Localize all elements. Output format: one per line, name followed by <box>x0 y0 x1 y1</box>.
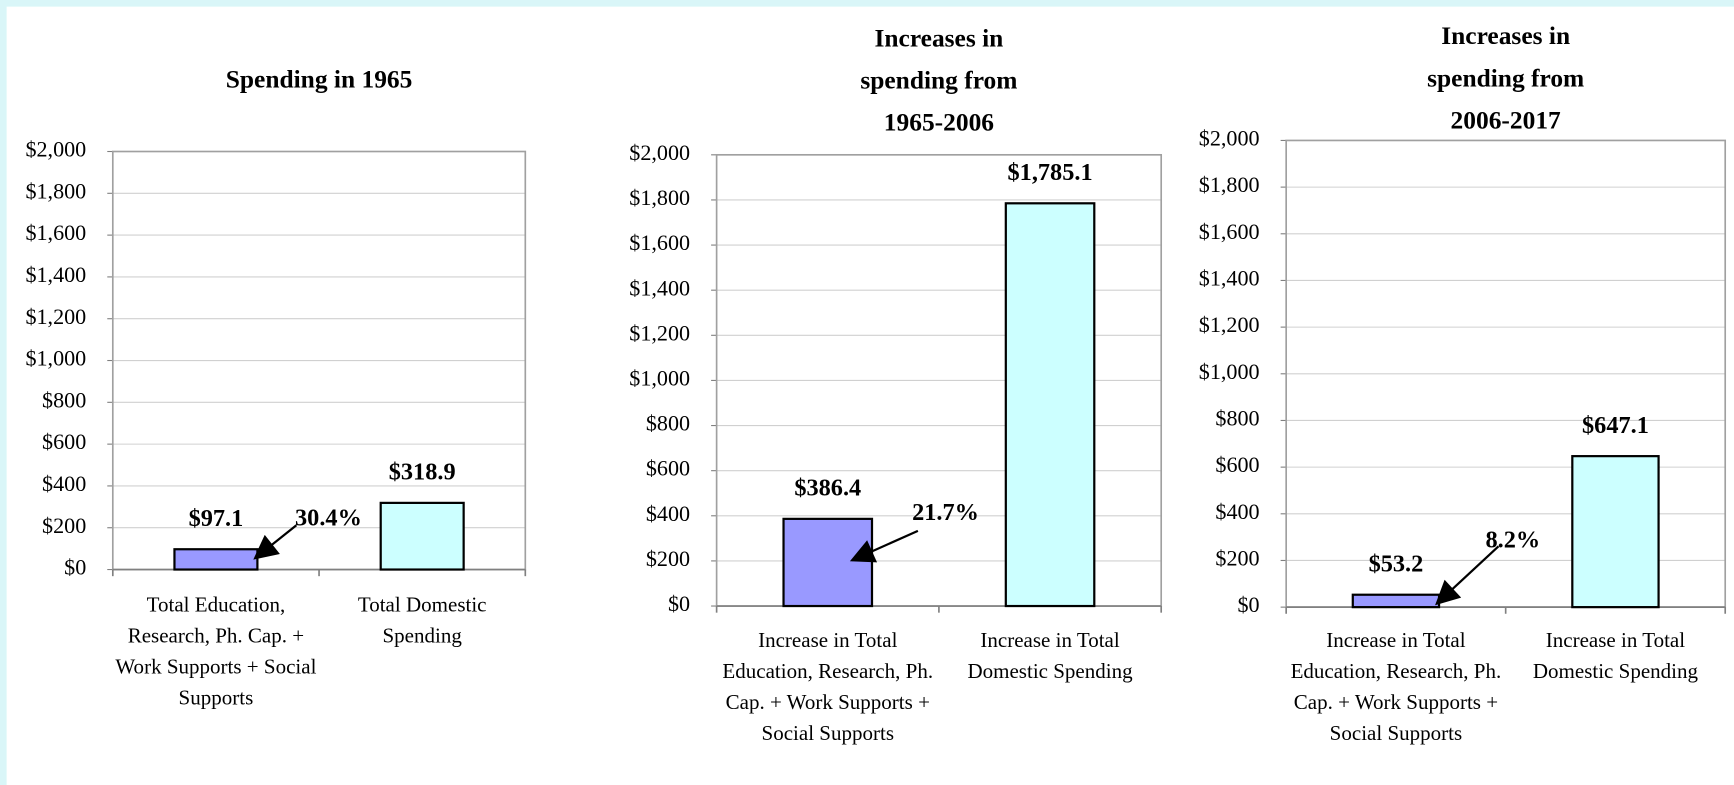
background <box>6 6 1734 785</box>
y-tick-label: $1,000 <box>25 346 86 371</box>
y-tick-label: $0 <box>64 555 86 580</box>
chart-title: Increases in spending from 2006-2017 <box>1427 22 1585 134</box>
x-tick-label: Increase in Total Education, Research, P… <box>722 629 934 746</box>
y-tick-label: $1,000 <box>1199 359 1260 384</box>
x-tick-label: Total Domestic Spending <box>357 593 487 649</box>
bar <box>782 517 874 608</box>
value-label: $53.2 <box>1369 551 1424 578</box>
y-tick-label: $1,800 <box>629 185 690 210</box>
y-tick-label: $0 <box>668 591 690 616</box>
x-tick-label: Increase in Total Domestic Spending <box>1532 629 1699 684</box>
bar <box>379 501 465 571</box>
y-tick-label: $800 <box>42 387 86 412</box>
value-label: $97.1 <box>189 505 244 532</box>
y-tick-label: $1,800 <box>1199 172 1260 197</box>
y-tick-label: $1,200 <box>629 320 690 345</box>
y-tick-label: $800 <box>1215 406 1259 431</box>
y-tick-label: $1,600 <box>25 220 86 245</box>
annotation-arrow <box>849 529 919 563</box>
chart-title: Increases in spending from 1965-2006 <box>860 24 1018 137</box>
y-tick-label: $1,000 <box>629 366 690 391</box>
annotation-arrow <box>1435 545 1500 606</box>
y-tick-label: $200 <box>1215 546 1259 571</box>
y-tick-label: $800 <box>646 411 690 436</box>
y-tick-label: $1,800 <box>25 178 86 203</box>
annotation: 21.7% <box>912 499 979 526</box>
y-tick-label: $2,000 <box>25 137 86 162</box>
value-label: $1,785.1 <box>1008 159 1093 186</box>
y-tick-label: $400 <box>42 471 86 496</box>
bar <box>1571 455 1660 609</box>
chart-title: Spending in 1965 <box>225 65 413 93</box>
y-tick-label: $400 <box>1215 499 1259 524</box>
y-tick-label: $0 <box>1238 592 1260 617</box>
y-tick-label: $400 <box>646 501 690 526</box>
y-tick-label: $1,600 <box>1199 219 1260 244</box>
y-tick-label: $1,600 <box>629 230 690 255</box>
y-tick-label: $600 <box>42 429 86 454</box>
y-tick-label: $600 <box>1215 452 1259 477</box>
x-tick-label: Total Education, Research, Ph. Cap. + Wo… <box>115 593 317 710</box>
value-label: $647.1 <box>1582 412 1649 439</box>
y-tick-label: $2,000 <box>629 140 690 165</box>
y-tick-label: $2,000 <box>1199 126 1260 151</box>
value-label: $318.9 <box>389 459 456 486</box>
y-tick-label: $200 <box>42 513 86 538</box>
y-tick-label: $1,400 <box>629 275 690 300</box>
bar <box>173 548 259 571</box>
y-tick-label: $1,400 <box>1199 266 1260 291</box>
y-tick-label: $1,400 <box>25 262 86 287</box>
annotation: 30.4% <box>295 504 362 531</box>
bar <box>1351 593 1441 609</box>
y-tick-label: $200 <box>646 546 690 571</box>
bar <box>1004 202 1096 608</box>
x-tick-label: Increase in Total Domestic Spending <box>967 629 1133 684</box>
value-label: $386.4 <box>794 475 861 502</box>
annotation-arrow <box>253 524 298 560</box>
y-tick-label: $1,200 <box>1199 312 1260 337</box>
x-tick-label: Increase in Total Education, Research, P… <box>1290 629 1502 746</box>
y-tick-label: $600 <box>646 456 690 481</box>
y-tick-label: $1,200 <box>25 304 86 329</box>
